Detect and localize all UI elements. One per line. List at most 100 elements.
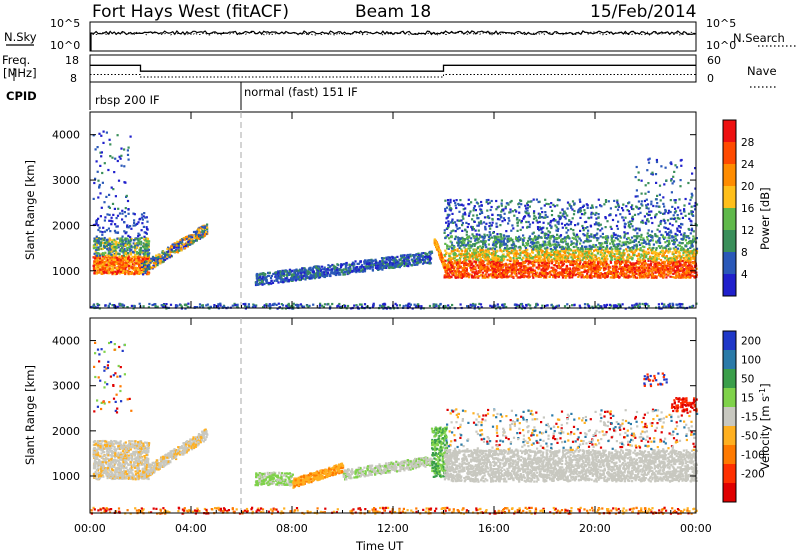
scatter-cell [344, 266, 347, 269]
scatter-cell [194, 232, 198, 235]
scatter-cell [147, 255, 150, 258]
scatter-cell [147, 263, 150, 267]
scatter-cell [294, 279, 297, 282]
scatter-cell [416, 261, 420, 264]
scatter-cell [121, 255, 124, 258]
scatter-cell [662, 275, 665, 278]
scatter-cell [134, 248, 137, 251]
scatter-cell [99, 253, 103, 256]
scatter-cell [161, 251, 164, 254]
scatter-cell [101, 237, 104, 240]
scatter-cell [116, 134, 119, 137]
scatter-cell [121, 218, 124, 221]
scatter-cell [493, 268, 496, 271]
scatter-cell [100, 261, 103, 264]
noise-tick-low: 10^0 [50, 39, 80, 52]
scatter-cell [126, 224, 129, 227]
scatter-cell [92, 267, 95, 270]
scatter-cell [624, 262, 627, 266]
scatter-cell [668, 262, 671, 265]
scatter-cell [144, 252, 147, 255]
scatter-cell [502, 269, 505, 272]
scatter-cell [661, 262, 664, 265]
scatter-cell [127, 208, 130, 211]
scatter-cell [309, 272, 312, 275]
scatter-cell [109, 271, 113, 274]
nave-tick-high: 60 [707, 54, 721, 67]
scatter-cell [461, 267, 464, 270]
scatter-cell [472, 267, 475, 270]
scatter-cell [130, 238, 133, 241]
scatter-cell [407, 262, 410, 265]
scatter-cell [621, 268, 625, 272]
scatter-cell [192, 240, 195, 243]
scatter-cell [679, 268, 682, 271]
scatter-cell [282, 281, 285, 284]
scatter-cell [593, 262, 596, 265]
scatter-cell [554, 276, 557, 279]
scatter-cell [371, 266, 374, 269]
scatter-cell [372, 259, 375, 262]
scatter-cell [544, 261, 547, 264]
scatter-cell [405, 257, 408, 260]
scatter-cell [112, 254, 115, 257]
scatter-cell [183, 238, 186, 241]
scatter-cell [129, 253, 133, 256]
scatter-cell [482, 262, 485, 265]
scatter-cell [630, 263, 633, 266]
scatter-cell [120, 261, 123, 264]
scatter-cell [103, 238, 106, 242]
scatter-cell [136, 246, 139, 249]
scatter-cell [126, 153, 130, 156]
scatter-cell [382, 262, 385, 265]
scatter-cell [101, 266, 104, 269]
scatter-cell [596, 262, 600, 265]
scatter-cell [515, 265, 518, 268]
scatter-cell [528, 275, 531, 278]
scatter-cell [689, 261, 692, 264]
scatter-cell [295, 273, 298, 276]
scatter-cell [124, 272, 127, 276]
scatter-cell [152, 256, 155, 259]
scatter-cell [170, 248, 173, 251]
scatter-cell [110, 257, 113, 260]
scatter-cell [106, 247, 109, 250]
scatter-cell [129, 261, 132, 264]
scatter-cell [101, 263, 104, 266]
scatter-cell [329, 265, 332, 268]
scatter-cell [102, 130, 105, 133]
scatter-cell [100, 267, 103, 270]
scatter-cell [131, 267, 134, 270]
scatter-cell [108, 219, 111, 222]
scatter-cell [604, 261, 607, 264]
scatter-cell [108, 272, 111, 275]
scatter-cell [104, 267, 107, 270]
scatter-cell [647, 269, 650, 273]
scatter-cell [125, 194, 128, 197]
freq-tick-low: 8 [70, 72, 77, 85]
scatter-cell [663, 251, 666, 254]
scatter-cell [606, 258, 609, 261]
scatter-cell [101, 257, 104, 260]
scatter-cell [130, 239, 133, 242]
scatter-cell [384, 265, 387, 268]
scatter-cell [568, 276, 571, 279]
scatter-cell [453, 262, 456, 265]
scatter-cell [133, 224, 137, 227]
scatter-cell [105, 260, 108, 263]
scatter-cell [96, 257, 99, 260]
scatter-cell [140, 261, 144, 264]
scatter-cell [127, 272, 130, 275]
scatter-cell [123, 262, 126, 265]
scatter-cell [355, 269, 358, 272]
scatter-cell [146, 220, 149, 223]
scatter-cell [485, 271, 488, 274]
scatter-cell [260, 272, 263, 276]
scatter-cell [505, 263, 508, 266]
scatter-cell [142, 249, 145, 252]
scatter-cell [127, 158, 130, 161]
scatter-cell [443, 263, 447, 267]
scatter-cell [491, 274, 494, 277]
scatter-cell [645, 272, 648, 275]
scatter-cell [123, 148, 126, 151]
